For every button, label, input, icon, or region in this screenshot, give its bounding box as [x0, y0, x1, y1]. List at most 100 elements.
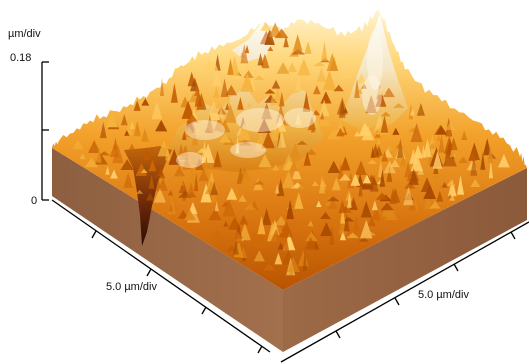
surface-spike: [238, 138, 251, 144]
surface-spike: [277, 130, 286, 148]
surface-spike: [321, 183, 327, 190]
surface-spike: [235, 134, 240, 154]
surface-spike: [375, 91, 387, 107]
surface-spike: [408, 168, 419, 185]
surface-spike: [189, 92, 199, 103]
surface-spike: [340, 207, 346, 224]
surface-spike: [362, 174, 372, 184]
surface-spike: [423, 138, 432, 158]
surface-spike: [257, 52, 264, 66]
base-right-face: [283, 168, 527, 352]
surface-spike: [238, 194, 247, 202]
surface-spike: [338, 99, 346, 118]
surface-spike: [281, 170, 296, 189]
surface-spike: [260, 22, 271, 31]
surface-peaks: [168, 14, 408, 172]
surface-spike: [142, 148, 151, 161]
surface-spike: [316, 200, 322, 207]
surface-spike: [88, 140, 101, 153]
surface-spike: [327, 160, 341, 173]
surface-spike: [214, 200, 219, 212]
surface-spike: [289, 263, 294, 276]
surface-spike: [120, 159, 134, 170]
surface-spike: [262, 263, 277, 271]
base-left-face: [52, 148, 283, 352]
surface-spike: [211, 62, 219, 73]
surface-spike: [448, 179, 457, 197]
surface-spike: [243, 63, 251, 71]
surface-spike: [297, 58, 311, 76]
surface-spike: [306, 149, 317, 155]
surface-highlight: [367, 30, 383, 90]
surface-spike: [283, 235, 289, 251]
surface-spike: [336, 127, 345, 137]
surface-spike: [184, 209, 196, 221]
surface-spike: [165, 144, 171, 161]
surface-spike: [275, 184, 280, 194]
surface-spike: [312, 109, 321, 116]
surface-spike: [174, 173, 185, 186]
surface-spike: [240, 167, 253, 186]
surface-spike: [219, 134, 232, 143]
surface-spike: [483, 138, 492, 156]
surface-spike: [380, 115, 389, 133]
surface-spike: [294, 192, 304, 209]
surface-spike: [383, 160, 396, 174]
surface-spike: [320, 211, 331, 219]
surface-spike: [432, 150, 443, 169]
surface-spike: [274, 252, 283, 265]
surface-spike: [380, 202, 394, 211]
surface-spike: [413, 144, 423, 159]
surface-spike: [289, 161, 300, 172]
surface-spike: [389, 188, 397, 205]
surface-spike: [449, 194, 456, 201]
surface-spike: [140, 168, 148, 173]
z-axis-max-label: 0.18: [10, 52, 31, 64]
surface-spike: [336, 120, 346, 133]
surface-spike: [487, 145, 494, 163]
surface-spike: [458, 156, 469, 164]
surface-spike: [436, 134, 441, 142]
surface-spike: [350, 173, 361, 186]
surface-highlight: [362, 75, 382, 115]
surface-spike: [194, 120, 207, 135]
surface-spike: [303, 151, 311, 166]
surface-spike: [185, 114, 199, 123]
surface-spike: [174, 165, 185, 177]
surface-spike: [126, 119, 133, 135]
surface-spike: [247, 102, 252, 107]
surface-spike: [212, 229, 223, 237]
surface-spike: [305, 231, 318, 242]
surface-highlight: [236, 108, 284, 132]
surface-spike: [279, 91, 285, 107]
surface-spike: [274, 85, 282, 103]
surface-spike: [445, 121, 457, 130]
surface-spike: [304, 236, 318, 250]
surface-spike: [404, 161, 412, 178]
surface-spike: [283, 35, 289, 48]
surface-spike: [201, 140, 208, 160]
surface-spike: [410, 123, 423, 143]
surface-spike: [409, 149, 418, 164]
surface-spike: [307, 116, 316, 131]
surface-spike: [321, 41, 328, 61]
surface-spike: [274, 215, 288, 226]
surface-spike: [168, 203, 174, 212]
surface-spike: [179, 144, 190, 161]
surface-spike: [96, 146, 102, 163]
surface-spike: [313, 62, 326, 67]
surface-spike: [238, 223, 251, 241]
surface-spike: [342, 217, 355, 222]
surface-spike: [429, 200, 441, 209]
surface-spike: [343, 107, 348, 113]
surface-spike: [277, 242, 284, 250]
surface-highlight: [176, 152, 204, 168]
surface-spike: [110, 169, 118, 179]
surface-spike: [449, 144, 456, 158]
surface-spike: [269, 229, 283, 243]
surface-spike: [320, 222, 333, 237]
surface-spike: [224, 104, 237, 123]
surface-spike: [207, 100, 221, 120]
surface-spike: [360, 200, 372, 218]
surface-spike: [271, 79, 281, 89]
